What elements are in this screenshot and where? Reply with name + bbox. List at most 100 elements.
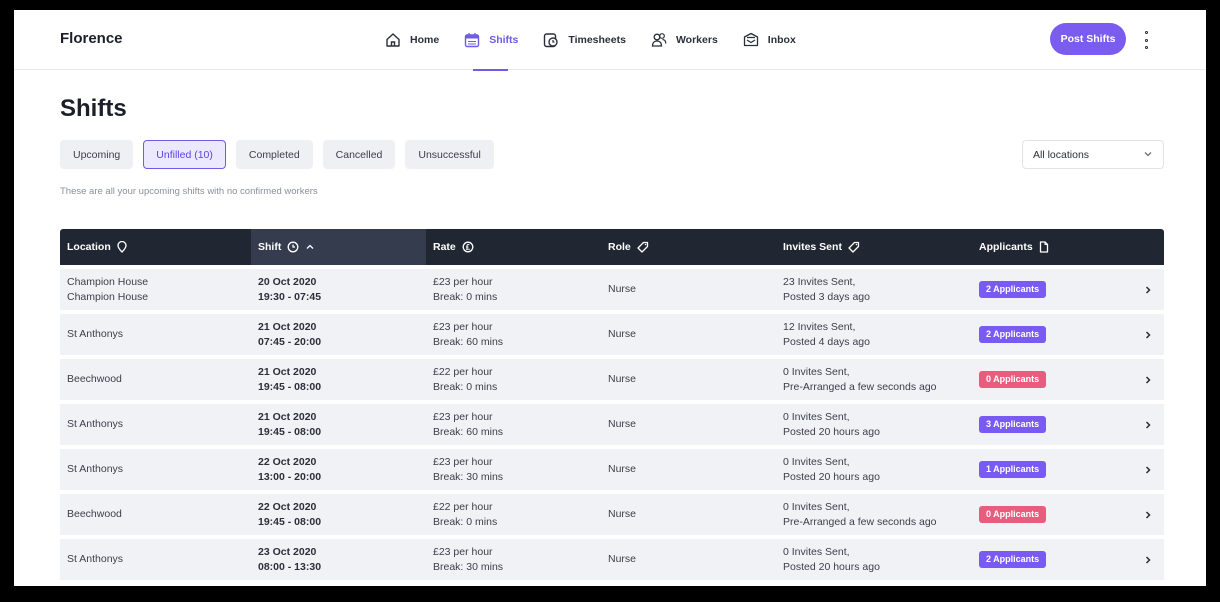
cell-applicants: 2 Applicants: [972, 281, 1132, 298]
applicants-badge[interactable]: 2 Applicants: [979, 326, 1047, 343]
table-row[interactable]: St Anthonys 22 Oct 2020 13:00 - 20:00 £2…: [60, 449, 1164, 490]
rate-value: £23 per hour: [433, 455, 493, 468]
clock-icon: [542, 31, 560, 49]
cell-applicants: 1 Applicants: [972, 461, 1132, 478]
sort-ascending-icon[interactable]: [305, 242, 315, 252]
applicants-badge[interactable]: 1 Applicants: [979, 461, 1047, 478]
column-applicants[interactable]: Applicants: [972, 229, 1132, 265]
cell-applicants: 2 Applicants: [972, 551, 1132, 568]
location-name: St Anthonys: [67, 553, 124, 565]
chevron-right-icon[interactable]: [1132, 465, 1164, 475]
cell-location: St Anthonys: [60, 462, 251, 477]
applicants-badge[interactable]: 2 Applicants: [979, 551, 1047, 568]
rate-value: £22 per hour: [433, 365, 493, 378]
tab-cancelled[interactable]: Cancelled: [322, 140, 396, 169]
cell-invites: 0 Invites Sent, Pre-Arranged a few secon…: [776, 500, 972, 530]
applicants-badge[interactable]: 0 Applicants: [979, 506, 1047, 523]
rate-value: £23 per hour: [433, 320, 493, 333]
cell-invites: 12 Invites Sent, Posted 4 days ago: [776, 320, 972, 350]
brand-logo[interactable]: Florence: [60, 30, 123, 47]
tab-unfilled[interactable]: Unfilled (10): [143, 140, 226, 169]
invites-count: 0 Invites Sent,: [783, 500, 850, 513]
cell-role: Nurse: [608, 463, 637, 475]
column-role[interactable]: Role: [601, 229, 776, 265]
cell-location: Beechwood: [60, 507, 251, 522]
column-rate[interactable]: Rate: [426, 229, 601, 265]
posted-time: Posted 20 hours ago: [783, 425, 880, 438]
location-filter-value: All locations: [1033, 148, 1090, 161]
break-value: Break: 60 mins: [433, 335, 504, 348]
table-row[interactable]: Beechwood 22 Oct 2020 19:45 - 08:00 £22 …: [60, 494, 1164, 535]
column-location[interactable]: Location: [60, 229, 251, 265]
cell-rate: £23 per hour Break: 0 mins: [426, 275, 601, 305]
nav-shifts[interactable]: Shifts: [463, 10, 518, 71]
tag-icon: [848, 241, 860, 253]
cell-invites: 0 Invites Sent, Posted 20 hours ago: [776, 455, 972, 485]
tab-upcoming[interactable]: Upcoming: [60, 140, 134, 169]
column-role-label: Role: [608, 241, 631, 253]
break-value: Break: 60 mins: [433, 425, 504, 438]
cell-role: Nurse: [608, 508, 637, 520]
table-row[interactable]: St Anthonys 23 Oct 2020 08:00 - 13:30 £2…: [60, 539, 1164, 580]
document-icon: [1039, 241, 1049, 253]
column-shift-label: Shift: [258, 241, 282, 253]
post-shifts-button[interactable]: Post Shifts: [1050, 23, 1126, 55]
chevron-right-icon[interactable]: [1132, 330, 1164, 340]
table-row[interactable]: Champion House Champion House 20 Oct 2020…: [60, 269, 1164, 310]
inbox-icon: [742, 31, 760, 49]
nav-workers-label: Workers: [675, 34, 718, 46]
cell-location: St Anthonys: [60, 552, 251, 567]
posted-time: Posted 20 hours ago: [783, 560, 880, 573]
cell-invites: 23 Invites Sent, Posted 3 days ago: [776, 275, 972, 305]
column-shift[interactable]: Shift: [251, 229, 426, 265]
nav-inbox[interactable]: Inbox: [742, 10, 796, 70]
currency-icon: [462, 241, 474, 253]
tab-description: These are all your upcoming shifts with …: [60, 186, 318, 197]
cell-applicants: 3 Applicants: [972, 416, 1132, 433]
chevron-right-icon[interactable]: [1132, 510, 1164, 520]
cell-shift: 21 Oct 2020 19:45 - 08:00: [251, 410, 426, 440]
shift-date: 22 Oct 2020: [258, 455, 317, 468]
nav-workers[interactable]: Workers: [650, 10, 718, 70]
cell-shift: 22 Oct 2020 19:45 - 08:00: [251, 500, 426, 530]
table-row[interactable]: Beechwood 21 Oct 2020 19:45 - 08:00 £22 …: [60, 359, 1164, 400]
column-invites-sent[interactable]: Invites Sent: [776, 229, 972, 265]
chevron-right-icon[interactable]: [1132, 420, 1164, 430]
break-value: Break: 30 mins: [433, 470, 504, 483]
nav-home[interactable]: Home: [384, 10, 439, 70]
chevron-right-icon[interactable]: [1132, 285, 1164, 295]
calendar-icon: [463, 31, 481, 49]
break-value: Break: 30 mins: [433, 560, 504, 573]
users-icon: [650, 31, 668, 49]
table-row[interactable]: St Anthonys 21 Oct 2020 19:45 - 08:00 £2…: [60, 404, 1164, 445]
location-name: St Anthonys: [67, 418, 124, 430]
app-window: Florence Home Shifts Timesheets: [14, 10, 1206, 586]
cell-location: Beechwood: [60, 372, 251, 387]
shift-filter-tabs: Upcoming Unfilled (10) Completed Cancell…: [60, 140, 494, 169]
cell-invites: 0 Invites Sent, Posted 20 hours ago: [776, 545, 972, 575]
applicants-badge[interactable]: 2 Applicants: [979, 281, 1047, 298]
tab-completed[interactable]: Completed: [235, 140, 313, 169]
cell-applicants: 2 Applicants: [972, 326, 1132, 343]
applicants-badge[interactable]: 3 Applicants: [979, 416, 1047, 433]
table-row[interactable]: St Anthonys 21 Oct 2020 07:45 - 20:00 £2…: [60, 314, 1164, 355]
posted-time: Pre-Arranged a few seconds ago: [783, 380, 937, 393]
shift-time: 08:00 - 13:30: [258, 560, 322, 573]
cell-role: Nurse: [608, 328, 637, 340]
chevron-right-icon[interactable]: [1132, 375, 1164, 385]
cell-applicants: 0 Applicants: [972, 371, 1132, 388]
location-filter-select[interactable]: All locations: [1022, 140, 1164, 169]
applicants-badge[interactable]: 0 Applicants: [979, 371, 1047, 388]
cell-role: Nurse: [608, 553, 637, 565]
location-name: St Anthonys: [67, 463, 124, 475]
chevron-right-icon[interactable]: [1132, 555, 1164, 565]
cell-rate: £23 per hour Break: 60 mins: [426, 320, 601, 350]
shifts-table-body: Champion House Champion House 20 Oct 2020…: [60, 269, 1164, 584]
shift-date: 20 Oct 2020: [258, 275, 317, 288]
more-menu-icon[interactable]: [1140, 28, 1152, 52]
cell-rate: £22 per hour Break: 0 mins: [426, 365, 601, 395]
nav-timesheets[interactable]: Timesheets: [542, 10, 626, 70]
tab-unsuccessful[interactable]: Unsuccessful: [405, 140, 494, 169]
shift-date: 23 Oct 2020: [258, 545, 317, 558]
cell-shift: 23 Oct 2020 08:00 - 13:30: [251, 545, 426, 575]
